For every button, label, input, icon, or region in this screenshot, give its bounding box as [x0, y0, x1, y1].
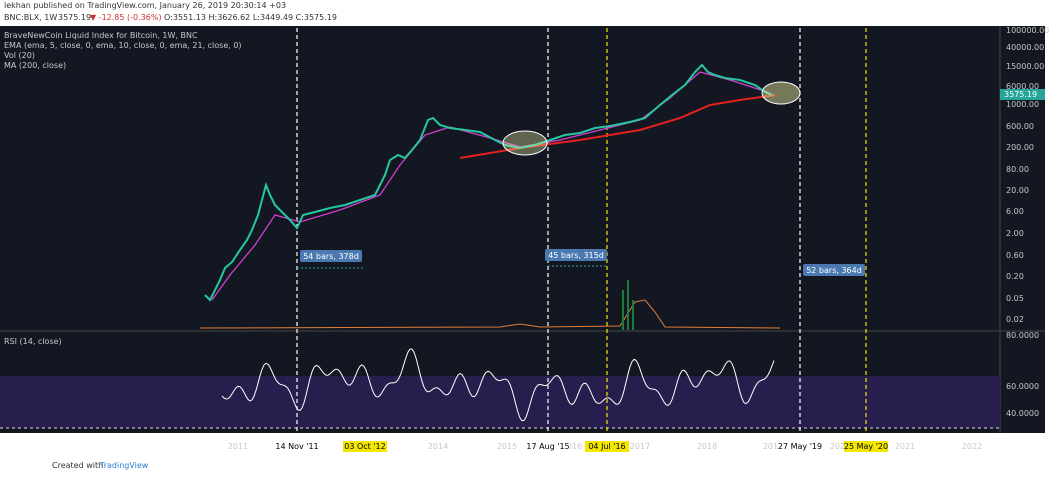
marker-box [275, 441, 319, 452]
legend-item: MA (200, close) [4, 61, 66, 70]
marker-label: 17 Aug '15 [526, 442, 569, 451]
price-label: 600.00 [1006, 122, 1034, 131]
time-label: 2011 [228, 442, 248, 451]
price-label: 0.05 [1006, 294, 1024, 303]
highlight [502, 130, 548, 156]
marker-label: 03 Oct '12 [344, 442, 385, 451]
rsi-path [221, 348, 775, 422]
price-label: 0.20 [1006, 272, 1024, 281]
marker-box [585, 441, 629, 452]
price-label: 6000.00 [1006, 82, 1039, 91]
time-label: 2022 [962, 442, 982, 451]
price-label: 40000.00 [1006, 43, 1044, 52]
price-label: 200.00 [1006, 143, 1034, 152]
price: 3575.19 [58, 13, 91, 22]
marker-box [343, 441, 387, 452]
change: ▼ -12.85 (-0.36%) [90, 13, 162, 22]
symbol: BNC:BLX, 1W [4, 13, 57, 22]
price-label: 0.60 [1006, 251, 1024, 260]
highlight [761, 81, 801, 105]
rsi-band [0, 376, 1000, 428]
measure-box [545, 249, 607, 261]
marker-label: 04 Jul '16 [588, 442, 625, 451]
rsi-label: 80.0000 [1006, 331, 1039, 340]
price-label: 15000.00 [1006, 62, 1044, 71]
price-label: 80.00 [1006, 165, 1029, 174]
time-label: 2020 [830, 442, 850, 451]
publisher: lekhan published on TradingView.com, Jan… [4, 1, 286, 10]
price-label: 20.00 [1006, 186, 1029, 195]
footer-created: Created with [52, 461, 103, 470]
measure-label: 52 bars, 364d [806, 266, 862, 275]
price-label: 6.00 [1006, 207, 1024, 216]
marker-box [526, 441, 570, 452]
marker-label: 27 May '19 [778, 442, 822, 451]
legend-item: BraveNewCoin Liquid Index for Bitcoin, 1… [4, 31, 198, 40]
ohlc: O:3551.13 H:3626.62 L:3449.49 C:3575.19 [164, 13, 337, 22]
price-label: 0.02 [1006, 315, 1024, 324]
price-label: 100000.00 [1006, 26, 1049, 35]
legend-item: Vol (20) [4, 51, 35, 60]
time-label: 2017 [630, 442, 650, 451]
price-tag-bg [1000, 89, 1045, 100]
rsi-title: RSI (14, close) [4, 337, 62, 346]
measure-box [300, 250, 362, 262]
price-tag: 3575.19 [1004, 90, 1037, 99]
measure-box [803, 264, 865, 276]
volume [622, 280, 634, 330]
time-label: 2021 [895, 442, 915, 451]
chart-bg [0, 26, 1045, 433]
time-label: 2018 [697, 442, 717, 451]
volume-bar [622, 290, 624, 330]
rsi-label: 40.0000 [1006, 409, 1039, 418]
measure-arrows [297, 265, 607, 269]
marker-label: 25 May '20 [844, 442, 888, 451]
price-label: 2.00 [1006, 229, 1024, 238]
marker-box [844, 441, 888, 452]
time-label: 2019 [763, 442, 783, 451]
time-label: 2016 [562, 442, 582, 451]
vertical-lines [296, 28, 867, 433]
legend-item: EMA (ema, 5, close, 0, ema, 10, close, 0… [4, 41, 242, 50]
volume-bar [632, 300, 634, 330]
footer-brand: TradingView [99, 461, 149, 470]
time-label: 2015 [497, 442, 517, 451]
marker-box [778, 441, 822, 452]
price-line [204, 63, 773, 302]
dynamic: BraveNewCoin Liquid Index for Bitcoin, 1… [4, 26, 1049, 452]
marker-label: 14 Nov '11 [275, 442, 318, 451]
measure-label: 54 bars, 378d [303, 252, 359, 261]
time-label: 2014 [428, 442, 448, 451]
measure-label: 45 bars, 315d [548, 251, 604, 260]
rsi-label: 60.0000 [1006, 382, 1039, 391]
volume-bar [627, 280, 629, 330]
price-label: 1000.00 [1006, 100, 1039, 109]
